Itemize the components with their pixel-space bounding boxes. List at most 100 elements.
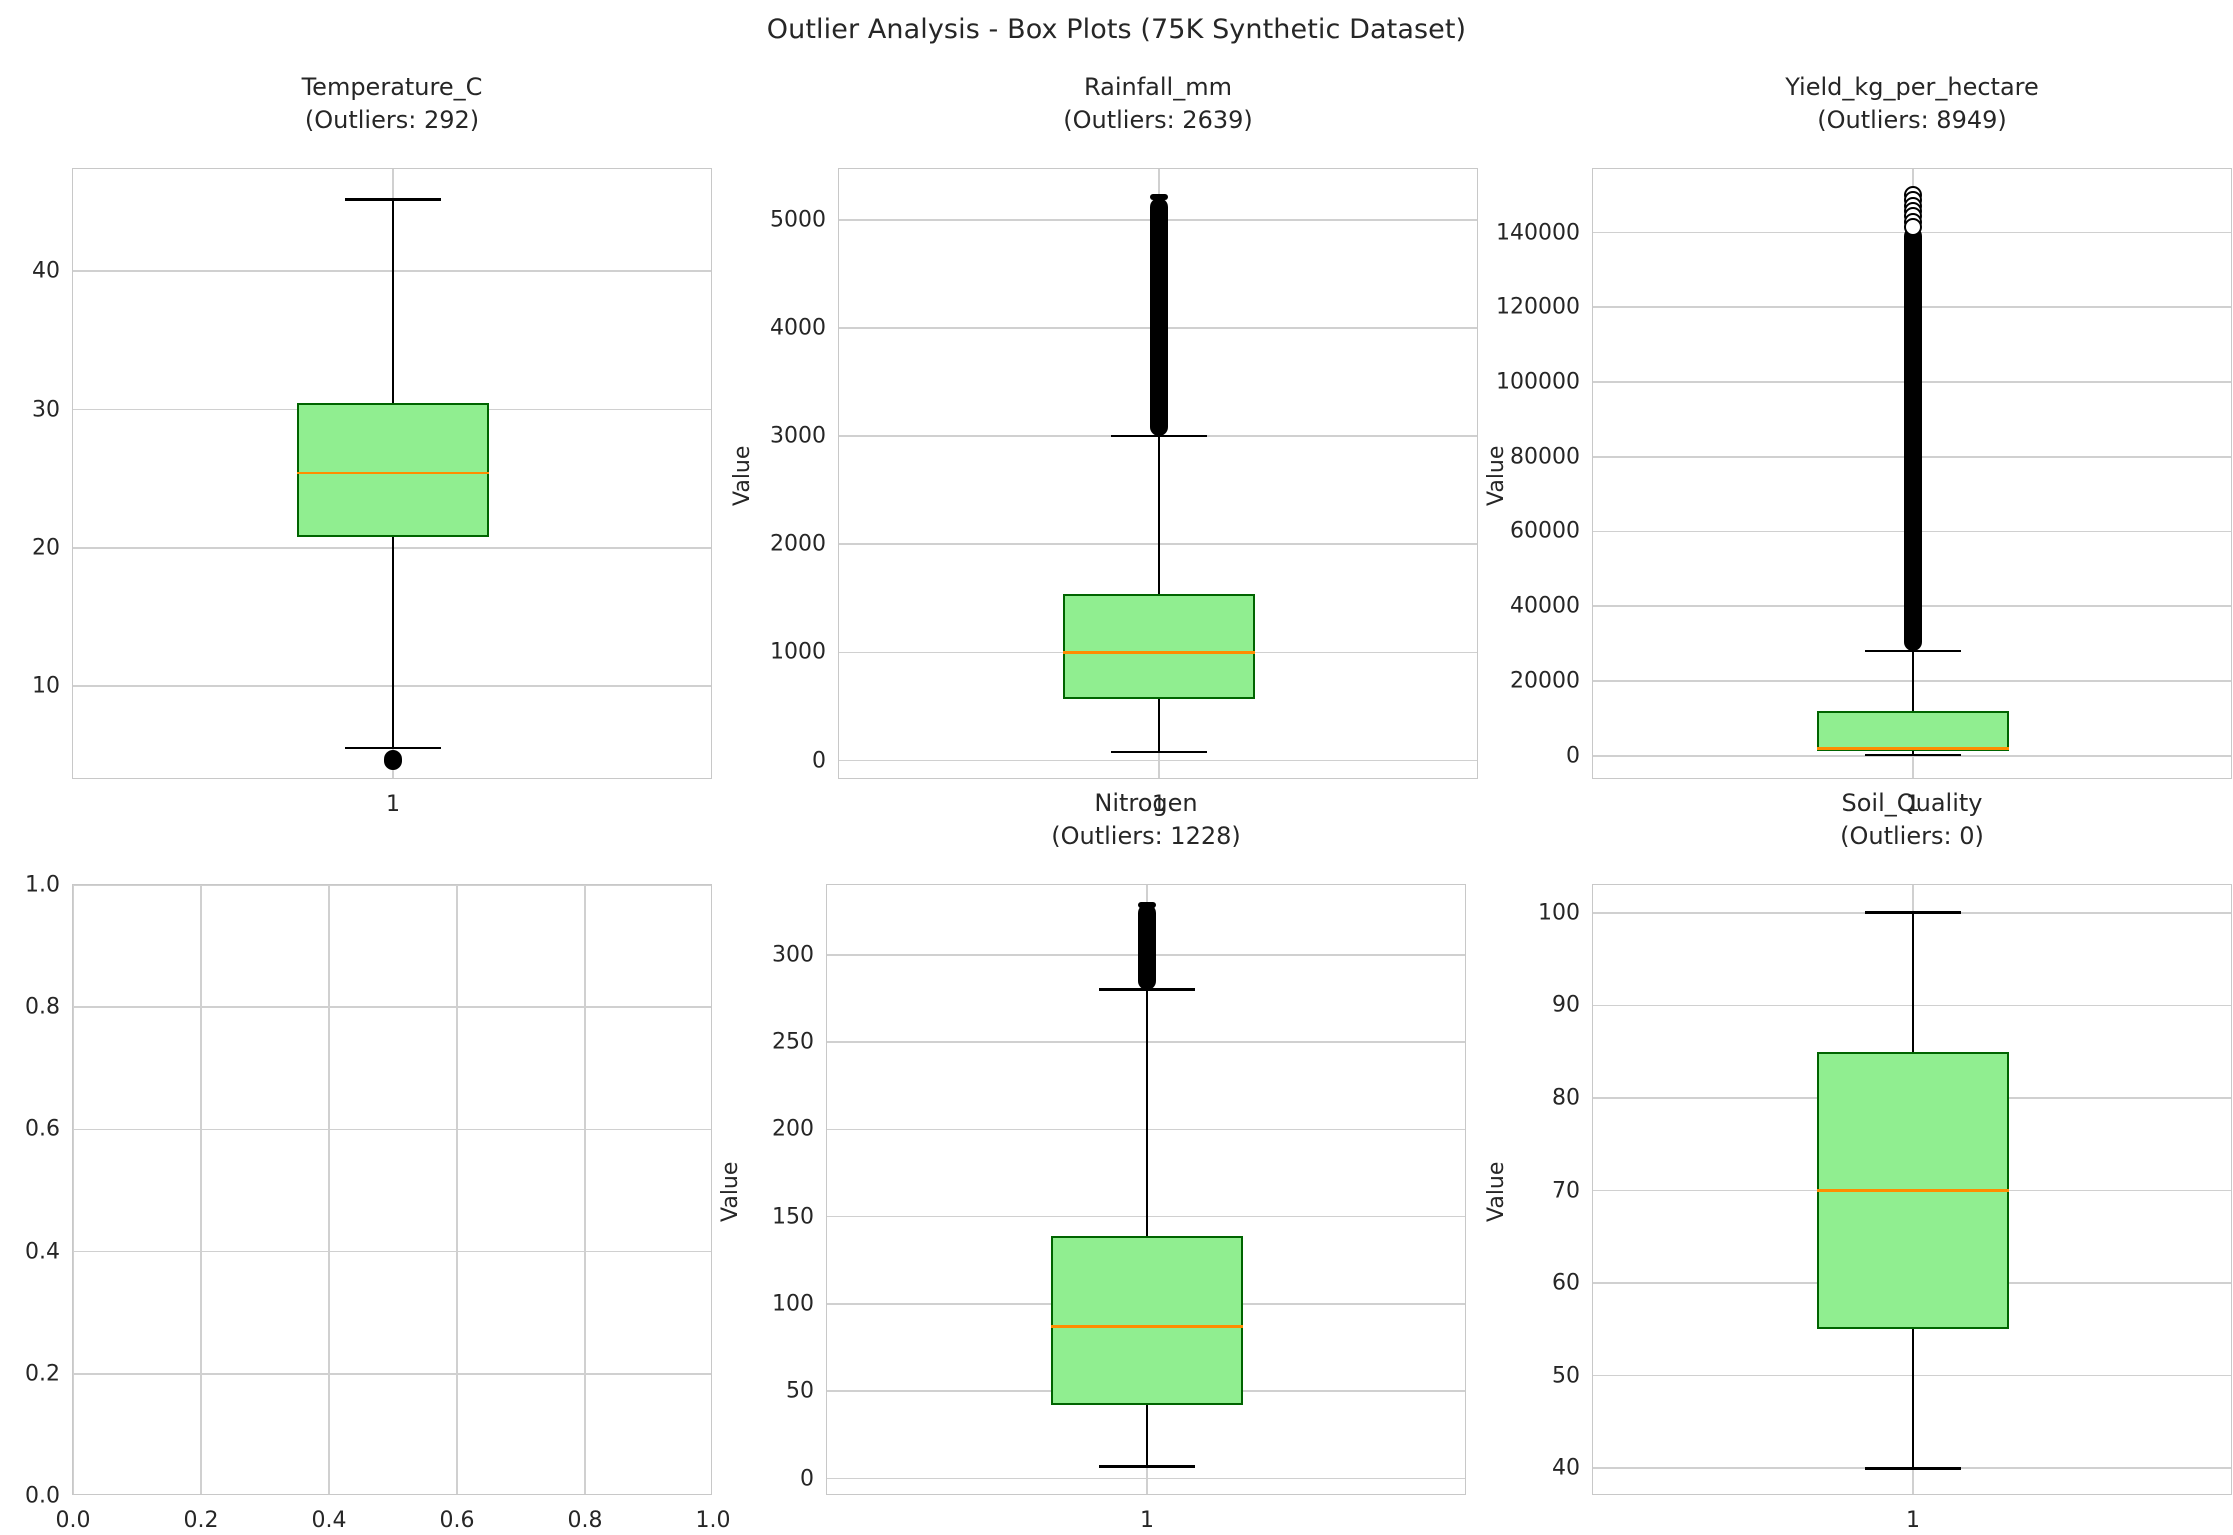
y-tick-label: 80 <box>1552 1085 1580 1111</box>
figure-suptitle: Outlier Analysis - Box Plots (75K Synthe… <box>766 14 1467 45</box>
cap-lower <box>1099 1465 1195 1468</box>
x-tick-label: 1 <box>386 792 400 817</box>
y-tick-label: 2000 <box>770 531 826 557</box>
y-axis-label: Value <box>718 1161 743 1222</box>
subplot-outlier-count: (Outliers: 1228) <box>1051 822 1241 850</box>
outliers-upper-dense <box>1138 903 1156 990</box>
subplot-panel: Soil_Quality (Outliers: 0) 40 50 60 70 80 90 100… <box>1484 789 2232 1533</box>
subplot-outlier-count: (Outliers: 8949) <box>1817 106 2007 134</box>
outliers-lower-dense <box>384 749 402 771</box>
subplot-title: Yield_kg_per_hectare <box>1785 73 2039 101</box>
whisker-lower <box>1157 698 1161 752</box>
y-tick-label: 150 <box>772 1204 814 1230</box>
median-line <box>1063 651 1255 654</box>
y-tick-label: 0 <box>812 748 826 774</box>
y-tick-label: 0.2 <box>25 1361 60 1387</box>
x-tick-label: 0.8 <box>567 1508 603 1533</box>
y-tick-label: 60 <box>1552 1270 1580 1296</box>
whisker-upper <box>1911 912 1915 1052</box>
gridline-horizontal <box>73 1250 711 1253</box>
subplot-title: Rainfall_mm <box>1084 73 1232 101</box>
box-iqr <box>1817 710 2009 752</box>
y-tick-label: 100 <box>1538 900 1580 926</box>
y-tick-label: 300 <box>772 942 814 968</box>
gridline-horizontal <box>73 1006 711 1008</box>
y-tick-label: 0.8 <box>25 994 60 1020</box>
y-tick-label: 10 <box>32 673 60 699</box>
whisker-upper <box>391 199 395 403</box>
subplot-panel: 0.0 0.2 0.4 0.6 0.8 1.0 0.0 0.2 0.4 0.6 0.8 1.0 <box>25 789 731 1534</box>
cap-lower <box>1865 1466 1961 1470</box>
x-tick-label: 0.4 <box>311 1508 347 1533</box>
y-tick-label: 0 <box>800 1466 814 1492</box>
y-tick-label: 140000 <box>1496 220 1580 246</box>
gridline-horizontal <box>827 1477 1465 1480</box>
y-axis-label: Value <box>1484 1161 1509 1222</box>
plot-axes: 0 50 100 150 200 250 300 1 <box>772 884 1466 1533</box>
y-tick-label: 100 <box>772 1291 814 1317</box>
y-tick-label: 40000 <box>1510 593 1580 619</box>
y-tick-label: 20000 <box>1510 668 1580 694</box>
plot-area <box>839 169 1477 778</box>
cap-upper <box>1865 911 1961 915</box>
y-tick-label: 40 <box>1552 1455 1580 1481</box>
gridline-vertical <box>328 885 330 1494</box>
y-tick-label: 100000 <box>1496 369 1580 395</box>
cap-lower <box>1111 750 1207 754</box>
outliers-upper-dense <box>1150 197 1168 437</box>
y-tick-label: 20 <box>32 535 60 561</box>
gridline-horizontal <box>73 1373 711 1375</box>
gridline-horizontal <box>73 1128 711 1131</box>
whisker-lower <box>1911 1329 1915 1469</box>
cap-upper <box>1111 434 1207 438</box>
y-axis-label: Value <box>1484 445 1509 506</box>
whisker-lower <box>1145 1405 1149 1467</box>
y-tick-label: 0.6 <box>25 1116 60 1142</box>
plot-area <box>1593 169 2231 778</box>
gridline-vertical <box>200 885 202 1494</box>
y-tick-label: 0 <box>1566 743 1580 769</box>
cap-upper <box>345 198 441 201</box>
subplot-title: Nitrogen <box>1094 789 1198 817</box>
box-iqr <box>297 402 489 537</box>
whisker-upper <box>1157 436 1161 594</box>
y-tick-label: 120000 <box>1496 294 1580 320</box>
y-tick-label: 4000 <box>770 315 826 341</box>
gridline-vertical <box>584 885 586 1494</box>
y-tick-label: 50 <box>1552 1363 1580 1389</box>
outlier-point <box>1904 218 1922 237</box>
subplot-outlier-count: (Outliers: 2639) <box>1063 106 1253 134</box>
plot-area <box>1593 885 2231 1494</box>
y-tick-label: 0.0 <box>25 1483 60 1509</box>
x-tick-label: 1 <box>1140 1508 1154 1533</box>
y-tick-label: 90 <box>1552 992 1580 1018</box>
y-tick-label: 0.4 <box>25 1239 60 1265</box>
y-tick-label: 50 <box>786 1378 814 1404</box>
y-tick-label: 60000 <box>1510 518 1580 544</box>
x-tick-label: 1.0 <box>695 1508 731 1533</box>
y-tick-label: 1000 <box>770 639 826 665</box>
x-tick-label: 1 <box>1152 792 1166 817</box>
plot-axes: 40 50 60 70 80 90 100 1 <box>1538 884 2232 1533</box>
plot-axes: 10 20 30 40 1 <box>32 168 712 817</box>
cap-lower <box>345 746 441 750</box>
y-tick-label: 70 <box>1552 1178 1580 1203</box>
outliers-upper-dense <box>1904 227 1922 652</box>
plot-axes: 0 1000 2000 3000 4000 5000 1 <box>770 168 1478 817</box>
y-tick-label: 80000 <box>1510 444 1580 470</box>
y-tick-label: 30 <box>32 397 60 423</box>
gridline-horizontal <box>839 759 1477 762</box>
y-tick-label: 3000 <box>770 423 826 449</box>
y-tick-label: 40 <box>32 258 60 284</box>
outliers-upper-tail <box>1138 902 1156 909</box>
subplot-outlier-count: (Outliers: 292) <box>304 106 480 134</box>
cap-lower <box>1865 753 1961 757</box>
gridline-vertical <box>456 885 458 1494</box>
y-tick-label: 5000 <box>770 207 826 233</box>
plot-area <box>827 885 1465 1494</box>
subplot-title: Temperature_C <box>301 73 483 101</box>
median-line <box>1817 746 2009 750</box>
median-line <box>297 471 489 475</box>
subplot-panel: Nitrogen (Outliers: 1228) 0 50 100 150 200 250 3… <box>718 789 1466 1533</box>
x-tick-label: 0.2 <box>183 1508 219 1533</box>
